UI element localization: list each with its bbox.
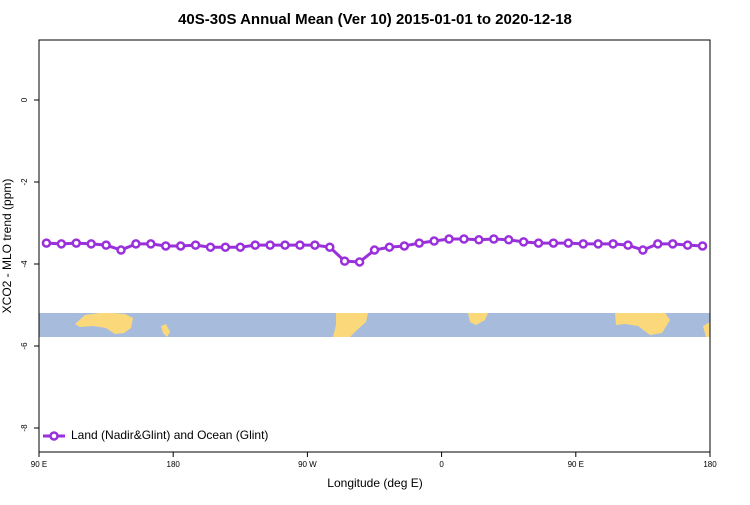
legend-marker bbox=[49, 431, 59, 441]
data-point bbox=[56, 239, 67, 249]
y-tick-label: -4 bbox=[20, 260, 29, 268]
data-point bbox=[310, 240, 320, 250]
data-point bbox=[608, 239, 618, 249]
data-point bbox=[444, 234, 454, 244]
data-point bbox=[414, 238, 424, 248]
data-point bbox=[548, 238, 559, 248]
data-point bbox=[190, 240, 201, 250]
data-point bbox=[489, 234, 499, 244]
data-point bbox=[116, 245, 126, 255]
data-point bbox=[667, 239, 678, 249]
data-point bbox=[399, 241, 410, 251]
data-point bbox=[503, 235, 514, 245]
x-tick-label: 0 bbox=[439, 460, 444, 469]
data-point bbox=[280, 240, 290, 250]
data-point bbox=[623, 240, 633, 250]
data-point bbox=[175, 241, 186, 251]
x-axis-label: Longitude (deg E) bbox=[327, 476, 422, 490]
data-point bbox=[593, 239, 603, 249]
y-tick-label: 0 bbox=[20, 97, 29, 102]
data-point bbox=[131, 239, 141, 249]
legend-label: Land (Nadir&Glint) and Ocean (Glint) bbox=[71, 428, 268, 442]
data-point bbox=[459, 234, 469, 244]
data-point bbox=[354, 257, 365, 267]
data-point bbox=[205, 242, 216, 252]
data-point bbox=[682, 240, 693, 250]
data-point bbox=[325, 242, 335, 252]
data-point bbox=[86, 239, 96, 249]
map-strip bbox=[39, 313, 710, 337]
data-point bbox=[160, 241, 171, 251]
data-point bbox=[71, 238, 82, 248]
data-point bbox=[638, 245, 648, 255]
chart-title: 40S-30S Annual Mean (Ver 10) 2015-01-01 … bbox=[178, 11, 572, 28]
data-point bbox=[578, 239, 589, 249]
data-point bbox=[384, 242, 395, 252]
data-point bbox=[295, 240, 305, 250]
data-point bbox=[101, 240, 111, 250]
y-tick-label: -8 bbox=[20, 424, 29, 432]
data-point bbox=[563, 238, 574, 248]
data-point bbox=[369, 245, 380, 255]
x-tick-label: 180 bbox=[703, 460, 717, 469]
data-point bbox=[653, 239, 663, 249]
y-axis-label: XCO2 - MLO trend (ppm) bbox=[0, 179, 14, 314]
data-point bbox=[220, 242, 231, 252]
data-point bbox=[429, 236, 439, 246]
data-point bbox=[235, 242, 246, 252]
data-point bbox=[533, 238, 544, 248]
data-point bbox=[339, 256, 350, 266]
data-point bbox=[474, 235, 484, 245]
plot-frame bbox=[38, 39, 711, 453]
data-point bbox=[697, 241, 708, 251]
data-point bbox=[265, 240, 275, 250]
x-tick-label: 90 E bbox=[568, 460, 584, 469]
x-tick-label: 180 bbox=[167, 460, 181, 469]
data-point bbox=[518, 237, 529, 247]
data-point bbox=[146, 239, 156, 249]
x-tick-label: 90 W bbox=[298, 460, 317, 469]
data-point bbox=[250, 240, 260, 250]
data-point bbox=[41, 238, 52, 248]
y-tick-label: -6 bbox=[20, 342, 29, 350]
y-tick-label: -2 bbox=[20, 178, 29, 186]
x-tick-label: 90 E bbox=[31, 460, 47, 469]
